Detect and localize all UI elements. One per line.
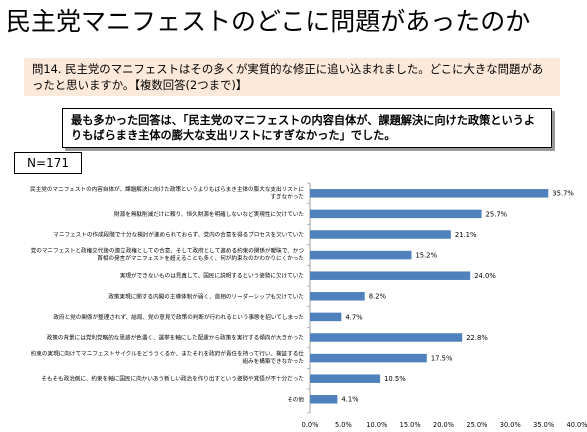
question-box: 問14. 民主党のマニフェストはその多くが実質的な修正に追い込まれました。どこに…	[24, 58, 560, 96]
value-label: 4.7%	[345, 313, 363, 321]
bar	[310, 292, 365, 301]
category-label: 党のマニフェストと政権交代後の連立政権としての合意、そして政府として進める約束の…	[31, 247, 305, 255]
category-label: すぎなかった	[270, 192, 304, 200]
value-label: 17.5%	[431, 355, 453, 363]
category-label: その他	[287, 395, 304, 403]
bar	[310, 230, 451, 239]
value-label: 22.8%	[466, 334, 488, 342]
bar	[310, 374, 381, 383]
bar	[310, 271, 471, 280]
x-tick-label: 5.0%	[335, 421, 352, 429]
value-label: 10.5%	[384, 375, 406, 383]
slide-title: 民主党マニフェストのどこに問題があったのか	[6, 7, 531, 36]
x-tick-label: 15.0%	[400, 421, 421, 429]
x-tick-label: 25.0%	[466, 421, 487, 429]
x-tick-label: 0.0%	[302, 421, 319, 429]
category-label: そもそも政治側に、約束を軸に国民に向かいあう新しい政治を作り出すという姿勢や覚悟…	[41, 375, 304, 383]
bar	[310, 250, 412, 260]
value-label: 8.2%	[369, 293, 387, 301]
bar	[310, 189, 549, 198]
category-label: 政府と党の関係が整理されず、結局、党の意見で政策の判断が行われるという事態を招い…	[53, 313, 304, 321]
value-label: 4.1%	[341, 396, 359, 404]
highlight-box: 最も多かった回答は、「民主党のマニフェストの内容自体が、課題解決に向けた政策とい…	[62, 108, 552, 148]
bar	[310, 353, 427, 363]
category-label: 政策の背景には党利党略的な思惑が色濃く、選挙を軸にした配慮から政策を実行する傾向…	[47, 334, 305, 342]
value-label: 15.2%	[415, 252, 437, 260]
x-tick-label: 20.0%	[433, 421, 454, 429]
x-tick-label: 40.0%	[567, 421, 587, 429]
category-label: 財源を無駄削減だけに頼り、恒久財源を明確しないなど実現性に欠けていた	[114, 210, 304, 218]
bar	[310, 209, 482, 219]
value-label: 21.1%	[455, 231, 477, 239]
value-label: 24.0%	[474, 272, 496, 280]
value-label: 25.7%	[486, 210, 508, 218]
x-tick-label: 35.0%	[533, 421, 554, 429]
x-tick-label: 10.0%	[366, 421, 387, 429]
category-label: 約束の実現に向けてマニフェストサイクルをどううくるか、またそれを政府が責任を持っ…	[31, 350, 305, 358]
bar	[310, 333, 463, 342]
value-label: 35.7%	[552, 190, 574, 198]
sample-size-label: N=171	[14, 152, 82, 174]
bar	[310, 395, 338, 404]
category-label: 政策実現に関する内閣の主導体制が弱く、首相のリーダーシップも欠けていた	[108, 292, 304, 300]
bar	[310, 312, 342, 322]
category-label: マニフェストの作成段階で十分な検討が進められておらず、党内の合意を得るプロセスを…	[53, 231, 304, 239]
category-label: 組みを構築できなかった	[242, 357, 304, 365]
category-label: 民主党のマニフェストの内容自体が、課題解決に向けた政策というよりもばらまき主体の…	[30, 185, 304, 193]
x-tick-label: 30.0%	[500, 421, 521, 429]
category-label: 実現ができないものは見直して、国民に説明するという姿勢に欠けていた	[120, 272, 305, 280]
category-label: 首相の発言がマニフェストを超えることも多く、何が約束なのかわかりにくかった	[97, 254, 304, 262]
